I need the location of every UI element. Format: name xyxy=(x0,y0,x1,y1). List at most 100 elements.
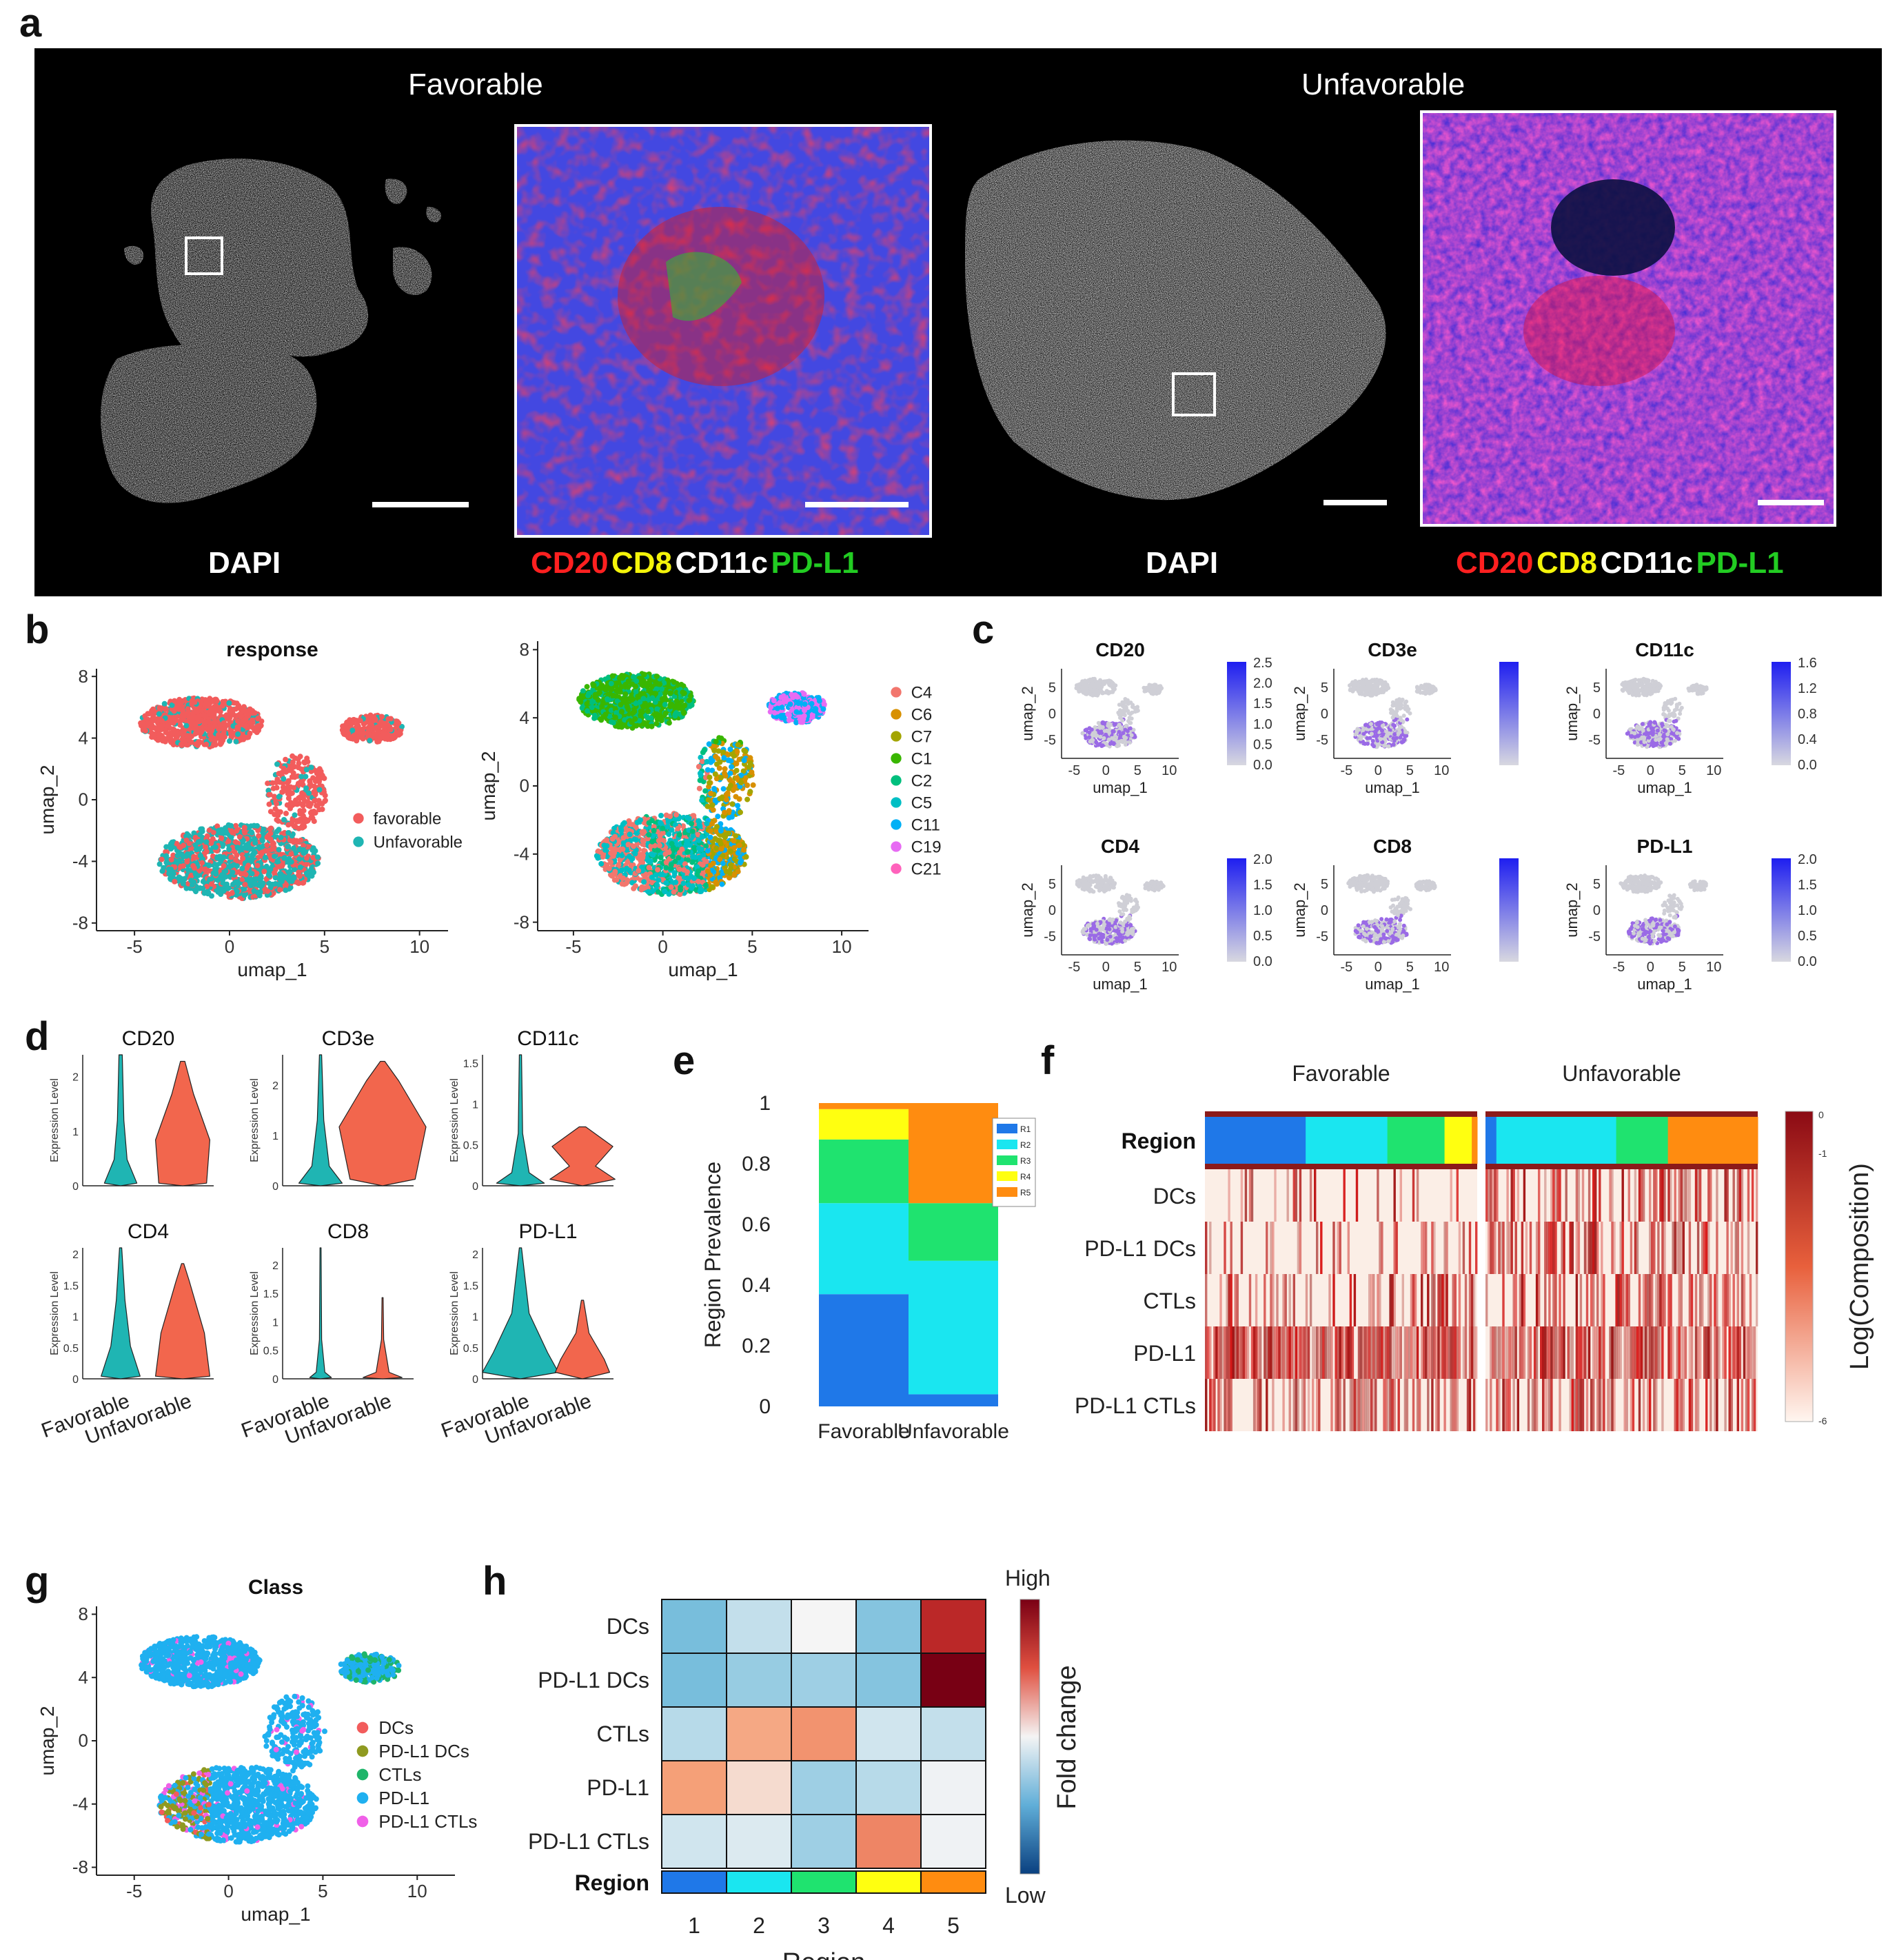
scatter-point xyxy=(696,818,702,824)
scatter-point xyxy=(712,771,718,777)
scatter-point xyxy=(801,713,807,719)
scatter-point xyxy=(258,883,264,889)
scatter-point xyxy=(672,858,678,865)
scatter-point xyxy=(354,723,360,729)
scatter-point xyxy=(741,747,747,754)
scatter-point xyxy=(684,857,691,863)
scatter-point xyxy=(767,709,773,715)
scatter-point xyxy=(642,871,649,878)
scatter-point xyxy=(621,673,627,679)
scatter-point xyxy=(584,684,590,690)
scatter-point xyxy=(158,723,164,729)
scatter-point xyxy=(722,766,728,772)
scatter-point xyxy=(308,801,314,807)
scatter-point xyxy=(243,716,249,722)
scatter-point xyxy=(265,787,272,794)
scatter-point xyxy=(687,693,693,699)
scatter-point xyxy=(168,856,174,862)
scatter-point xyxy=(290,764,296,769)
scatter-point xyxy=(646,865,652,871)
scatter-point xyxy=(307,873,313,879)
scatter-point xyxy=(312,798,318,804)
panel-label-g: g xyxy=(25,1559,50,1604)
scatter-point xyxy=(613,688,620,694)
scatter-point xyxy=(196,739,202,745)
scatter-point xyxy=(641,847,647,853)
scatter-point xyxy=(618,709,625,715)
scatter-point xyxy=(311,869,316,876)
scatter-point xyxy=(738,780,744,786)
scatter-point xyxy=(273,800,279,807)
scatter-point xyxy=(245,858,251,864)
scatter-point xyxy=(283,810,289,816)
scatter-point xyxy=(710,807,716,813)
scatter-point xyxy=(713,845,720,851)
scatter-point xyxy=(239,876,245,882)
panel-label-c: c xyxy=(972,607,995,652)
scatter-point xyxy=(183,742,190,748)
scatter-point xyxy=(281,831,287,836)
scatter-point xyxy=(606,865,612,871)
scatter-point xyxy=(720,749,727,756)
favorable-dapi-image xyxy=(101,159,469,507)
scatter-point xyxy=(653,720,660,727)
scatter-point xyxy=(716,748,722,754)
scatter-point xyxy=(216,853,223,860)
scatter-point xyxy=(272,811,278,818)
scatter-point xyxy=(221,734,227,740)
scatter-point xyxy=(636,718,642,724)
scatter-point xyxy=(700,869,707,876)
scatter-point xyxy=(301,791,307,798)
scatter-point xyxy=(233,857,239,863)
scatter-point xyxy=(296,869,302,875)
scatter-point xyxy=(276,771,282,777)
y-tick-label: -4 xyxy=(72,851,88,871)
scatter-point xyxy=(670,853,676,860)
scatter-point xyxy=(699,758,705,765)
scatter-point xyxy=(291,874,296,880)
scatter-point xyxy=(270,785,276,791)
scatter-point xyxy=(190,710,196,716)
scatter-point xyxy=(282,787,288,794)
scatter-point xyxy=(793,720,800,726)
scatter-point xyxy=(163,849,169,855)
scatter-point xyxy=(314,802,319,809)
scatter-point xyxy=(176,698,182,705)
scatter-point xyxy=(172,729,179,736)
scatter-point xyxy=(236,833,243,840)
scatter-point xyxy=(628,862,634,869)
scatter-point xyxy=(697,777,703,783)
panel-label-b: b xyxy=(25,607,50,652)
scatter-point xyxy=(709,767,716,774)
scatter-point xyxy=(768,704,774,710)
scatter-point xyxy=(169,839,175,845)
scatter-point xyxy=(267,830,274,836)
scatter-point xyxy=(239,865,245,871)
scatter-point xyxy=(256,715,261,721)
scatter-point xyxy=(280,780,286,786)
scatter-point xyxy=(238,736,244,742)
scatter-point xyxy=(727,875,732,881)
favorable-marker-labels: CD20 CD8 CD11c PD-L1 xyxy=(531,546,859,580)
scatter-point xyxy=(723,869,729,875)
scatter-point xyxy=(321,789,327,795)
scatter-point xyxy=(684,841,691,847)
scatter-point xyxy=(214,877,221,883)
scatter-point xyxy=(703,843,709,849)
scatter-point xyxy=(737,860,743,866)
scatter-point xyxy=(303,774,309,780)
scatter-point xyxy=(658,716,664,723)
scatter-point xyxy=(779,704,785,710)
y-tick-label: 4 xyxy=(79,727,88,748)
scatter-point xyxy=(629,719,635,725)
scatter-point xyxy=(216,827,222,833)
scatter-point xyxy=(348,736,354,742)
scatter-point xyxy=(241,825,247,831)
scatter-point xyxy=(630,710,636,716)
scatter-point xyxy=(747,789,753,795)
scatter-point xyxy=(699,833,705,840)
scatter-point xyxy=(233,822,239,829)
scatter-point xyxy=(285,780,290,786)
scatter-point xyxy=(734,775,740,781)
scatter-point xyxy=(598,683,605,689)
